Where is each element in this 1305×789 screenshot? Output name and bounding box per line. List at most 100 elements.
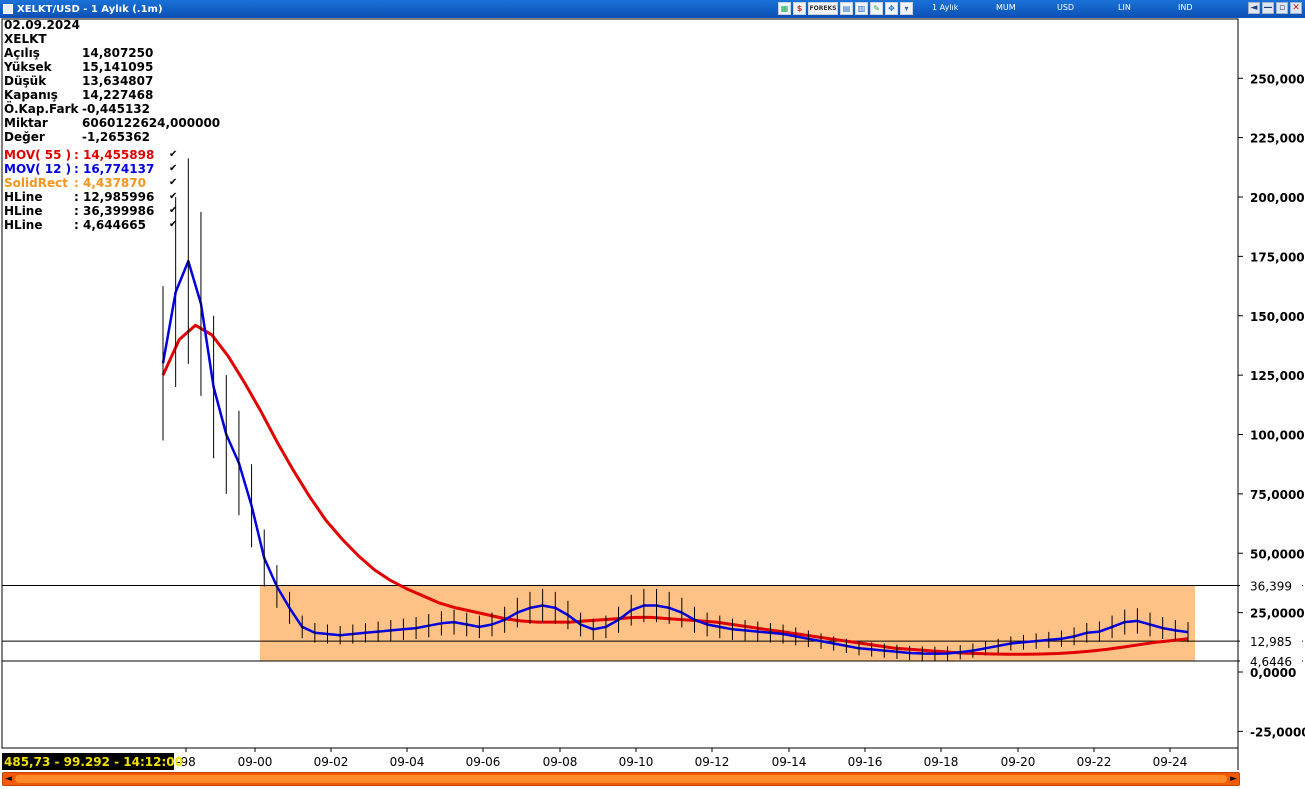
move-icon[interactable]: ✥ xyxy=(885,2,898,15)
info-label: Yüksek xyxy=(4,60,52,74)
period-option[interactable]: 1 Aylık xyxy=(932,3,959,12)
indicator-label: MOV( 55 ) xyxy=(4,148,72,162)
indicator-toggle-icon[interactable]: ✔ xyxy=(169,163,178,174)
dropdown-icon[interactable]: ▾ xyxy=(900,2,913,15)
indicator-label: MOV( 12 ) xyxy=(4,162,72,176)
toolbar-icons: ▦ $ FOREKS ▤ ▥ ✎ ✥ ▾ xyxy=(778,2,913,15)
time-scrollbar[interactable]: ◄ ► xyxy=(2,772,1240,786)
y-tick-label: 75,0000 xyxy=(1250,488,1305,502)
hline-label: 12,985 xyxy=(1250,635,1292,649)
info-row-low: Düşük 13,634807 xyxy=(4,74,220,88)
indicator-row: MOV( 55 ): 14,455898 ✔ xyxy=(4,148,177,162)
info-panel: 02.09.2024 XELKT Açılış 14,807250 Yüksek 1… xyxy=(4,18,220,144)
info-label: Ö.Kap.Fark xyxy=(4,102,79,116)
y-tick-label: 0,0000 xyxy=(1250,666,1296,680)
info-row-change: Ö.Kap.Fark -0,445132 xyxy=(4,102,220,116)
indicator-row: HLine : 12,985996 ✔ xyxy=(4,190,177,204)
settings-icon[interactable]: $ xyxy=(793,2,806,15)
info-value: -1,265362 xyxy=(82,130,150,144)
scroll-thumb[interactable] xyxy=(15,775,1227,783)
indicator-toggle-icon[interactable]: ✔ xyxy=(169,191,178,202)
info-label: Açılış xyxy=(4,46,40,60)
info-value: 15,141095 xyxy=(82,60,154,74)
x-tick-label: 09-04 xyxy=(390,755,425,769)
y-tick-label: -25,0000 xyxy=(1250,725,1305,739)
x-tick-label: 09-22 xyxy=(1077,755,1112,769)
info-row-close: Kapanış 14,227468 xyxy=(4,88,220,102)
y-tick-label: 50,0000 xyxy=(1250,547,1305,561)
draw-pen-icon[interactable]: ✎ xyxy=(870,2,883,15)
scale-option[interactable]: LIN xyxy=(1118,3,1131,12)
back-button[interactable]: ◄ xyxy=(1248,2,1260,14)
info-value: -0,445132 xyxy=(82,102,150,116)
y-tick-label: 250,0000 xyxy=(1250,72,1305,86)
indicator-toggle-icon[interactable]: ✔ xyxy=(169,177,178,188)
window-controls: ◄ — ▫ ✕ xyxy=(1248,2,1302,14)
info-label: Kapanış xyxy=(4,88,58,102)
minimize-button[interactable]: — xyxy=(1262,2,1274,14)
mov55-line xyxy=(161,323,1189,656)
x-tick-label: 09-06 xyxy=(466,755,501,769)
y-tick-label: 25,0000 xyxy=(1250,607,1305,621)
x-tick-label: -98 xyxy=(176,755,196,769)
indicator-toggle-icon[interactable]: ✔ xyxy=(169,219,178,230)
hline-label-bg xyxy=(1240,634,1302,650)
y-tick-label: 125,0000 xyxy=(1250,369,1305,383)
info-row-open: Açılış 14,807250 xyxy=(4,46,220,60)
info-row-high: Yüksek 15,141095 xyxy=(4,60,220,74)
hline-label: 4,6446 xyxy=(1250,655,1292,669)
info-row-value: Değer -1,265362 xyxy=(4,130,220,144)
scroll-left-icon[interactable]: ◄ xyxy=(5,774,12,784)
indicator-toggle-icon[interactable]: ✔ xyxy=(169,205,178,216)
indicator-option[interactable]: IND xyxy=(1178,3,1193,12)
window-titlebar: XELKT/USD - 1 Aylık (.1m) ▦ $ FOREKS ▤ ▥… xyxy=(0,0,1305,18)
x-tick-label: 09-02 xyxy=(314,755,349,769)
window-title: XELKT/USD - 1 Aylık (.1m) xyxy=(17,3,163,15)
cursor-status: 485,73 - 99.292 - 14:12:00 xyxy=(2,753,183,770)
app-icon xyxy=(3,4,13,14)
indicator-row: SolidRect : 4,437870 ✔ xyxy=(4,176,177,190)
grid-icon[interactable]: ▤ xyxy=(840,2,853,15)
x-tick-label: 09-14 xyxy=(772,755,807,769)
indicator-value: : 36,399986 xyxy=(74,204,155,218)
currency-option[interactable]: USD xyxy=(1057,3,1075,12)
hline-label-bg xyxy=(1240,653,1302,669)
x-tick-label: 09-20 xyxy=(1001,755,1036,769)
info-date: 02.09.2024 xyxy=(4,18,80,32)
maximize-button[interactable]: ▫ xyxy=(1276,2,1288,14)
indicator-label: SolidRect xyxy=(4,176,68,190)
indicator-value: : 4,437870 xyxy=(74,176,146,190)
y-tick-label: 100,0000 xyxy=(1250,429,1305,443)
y-tick-label: 225,0000 xyxy=(1250,132,1305,146)
indicator-row: HLine: 4,644665 ✔ xyxy=(4,218,177,232)
brand-logo: FOREKS xyxy=(808,2,838,15)
close-button[interactable]: ✕ xyxy=(1290,2,1302,14)
chart-icon[interactable]: ▦ xyxy=(778,2,791,15)
hline-label: 36,399 xyxy=(1250,580,1292,594)
indicator-label: HLine xyxy=(4,190,43,204)
indicator-toggle-icon[interactable]: ✔ xyxy=(169,149,178,160)
indicator-row: HLine : 36,399986 ✔ xyxy=(4,204,177,218)
indicator-value: : 12,985996 xyxy=(74,190,155,204)
indicator-legend: MOV( 55 ): 14,455898 ✔ MOV( 12 ): 16,77413… xyxy=(4,148,177,232)
indicator-value: : 4,644665 xyxy=(74,218,146,232)
x-tick-label: 09-10 xyxy=(619,755,654,769)
indicator-value: : 14,455898 xyxy=(74,148,155,162)
hline-label-bg xyxy=(1240,578,1302,594)
info-label: Miktar xyxy=(4,116,48,130)
indicator-label: HLine xyxy=(4,204,43,218)
x-tick-label: 09-18 xyxy=(924,755,959,769)
info-symbol: XELKT xyxy=(4,32,47,46)
y-tick-label: 200,0000 xyxy=(1250,191,1305,205)
info-value: 14,807250 xyxy=(82,46,154,60)
info-row-volume: Miktar 6060122624,000000 xyxy=(4,116,220,130)
chart-style-option[interactable]: MUM xyxy=(996,3,1016,12)
info-label: Düşük xyxy=(4,74,47,88)
x-tick-label: 09-16 xyxy=(848,755,883,769)
scroll-right-icon[interactable]: ► xyxy=(1230,774,1237,784)
y-tick-label: 175,0000 xyxy=(1250,250,1305,264)
layout-icon[interactable]: ▥ xyxy=(855,2,868,15)
x-tick-label: 09-12 xyxy=(695,755,730,769)
mov12-line xyxy=(161,259,1189,655)
